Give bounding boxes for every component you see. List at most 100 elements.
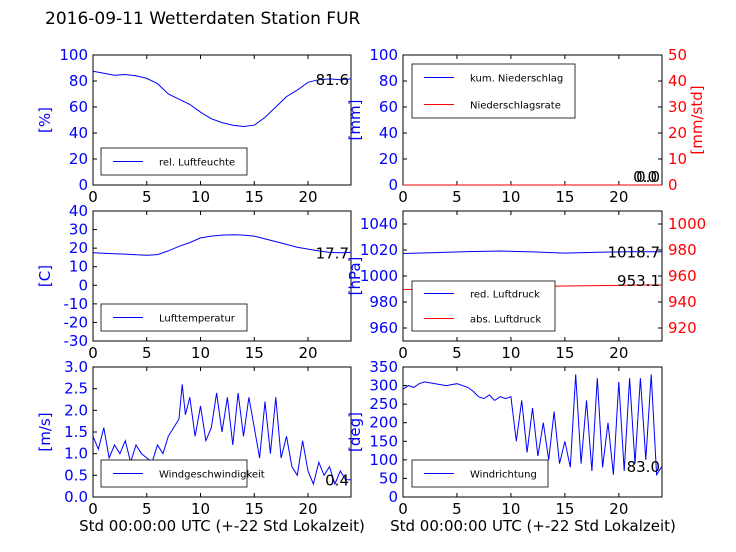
y-tick-label: 100 bbox=[369, 46, 398, 64]
x-tick-label: 20 bbox=[298, 500, 317, 518]
y-tick-label: 200 bbox=[369, 414, 398, 432]
y-axis-label: [deg] bbox=[346, 412, 364, 452]
chart-panel-temperature: 0 5 10 15 20-30-20-10010203040[C]17.7Lufttem… bbox=[36, 202, 351, 362]
series-line-rel-luftfeuchte bbox=[93, 71, 351, 126]
y-tick-label: -20 bbox=[64, 313, 89, 331]
chart-panel-precipitation: 0 5 10 15 20 0 20 40 60 80 100 0 10 20 30 40 50 [mm] [mm/s… bbox=[346, 46, 706, 206]
y-right-tick-label: 40 bbox=[668, 72, 687, 90]
y-tick-label: 350 bbox=[369, 358, 398, 376]
y-tick-label: 20 bbox=[69, 239, 88, 257]
y-tick-label: 100 bbox=[59, 46, 88, 64]
y-right-tick-label: 50 bbox=[668, 46, 687, 64]
y-tick-label: 0 bbox=[388, 488, 398, 506]
legend-label: abs. Luftdruck bbox=[470, 315, 541, 326]
last-value-label-2: 0.0 bbox=[633, 168, 657, 186]
y-tick-label: 980 bbox=[369, 293, 398, 311]
y-right-tick-label: 1000 bbox=[668, 215, 706, 233]
legend: rel. Luftfeuchte bbox=[101, 148, 247, 175]
legend: Windrichtung bbox=[412, 460, 548, 487]
y-tick-label: 3.0 bbox=[64, 358, 88, 376]
y-right-tick-label: 30 bbox=[668, 98, 687, 116]
y-tick-label: 1000 bbox=[360, 267, 398, 285]
legend: red. Luftdruck abs. Luftdruck bbox=[412, 281, 555, 331]
y-tick-label: 1.0 bbox=[64, 445, 88, 463]
y-axis-label: [mm] bbox=[346, 100, 364, 141]
y-tick-label: 2.0 bbox=[64, 401, 88, 419]
y-tick-label: 40 bbox=[69, 202, 88, 220]
x-tick-label: 20 bbox=[609, 500, 628, 518]
y-tick-label: 40 bbox=[379, 124, 398, 142]
x-tick-label: 10 bbox=[501, 344, 520, 362]
legend-label: rel. Luftfeuchte bbox=[159, 158, 235, 169]
last-value-label: 81.6 bbox=[316, 71, 349, 89]
y-axis-label: [hPa] bbox=[346, 257, 364, 296]
y-right-tick-label: 980 bbox=[668, 241, 697, 259]
y-tick-label: -10 bbox=[64, 295, 89, 313]
legend-label: Lufttemperatur bbox=[159, 314, 236, 325]
x-tick-label: 5 bbox=[452, 344, 462, 362]
y-tick-label: 250 bbox=[369, 395, 398, 413]
y-tick-label: 0 bbox=[388, 176, 398, 194]
last-value-label: 17.7 bbox=[316, 244, 349, 262]
x-axis-label-right: Std 00:00:00 UTC (+-22 Std Lokalzeit) bbox=[390, 517, 676, 535]
y-tick-label: 10 bbox=[69, 258, 88, 276]
y-right-tick-label: 20 bbox=[668, 124, 687, 142]
y-tick-label: 2.5 bbox=[64, 380, 88, 398]
x-tick-label: 5 bbox=[142, 500, 152, 518]
y-right-tick-label: 0 bbox=[668, 176, 678, 194]
y-right-tick-label: 10 bbox=[668, 150, 687, 168]
x-tick-label: 5 bbox=[452, 500, 462, 518]
last-value-label: 0.4 bbox=[325, 472, 349, 490]
legend: Lufttemperatur bbox=[101, 304, 247, 331]
x-tick-label: 10 bbox=[501, 500, 520, 518]
y-right-tick-label: 920 bbox=[668, 319, 697, 337]
x-tick-label: 15 bbox=[555, 188, 574, 206]
chart-panel-humidity: 0 5 10 15 20020406080100[%]81.6rel. Luftfeuc… bbox=[36, 46, 351, 206]
chart-panel-wind_direction: 0 5 10 15 20050100150200250300350[deg]83.0Wi… bbox=[346, 358, 662, 518]
y-tick-label: 0 bbox=[78, 176, 88, 194]
legend-label: red. Luftdruck bbox=[470, 290, 540, 301]
y-tick-label: 80 bbox=[69, 72, 88, 90]
y-tick-label: 1040 bbox=[360, 215, 398, 233]
x-tick-label: 10 bbox=[191, 500, 210, 518]
y-tick-label: 20 bbox=[69, 150, 88, 168]
x-tick-label: 15 bbox=[555, 500, 574, 518]
x-tick-label: 5 bbox=[452, 188, 462, 206]
y-right-axis-label: [mm/std] bbox=[688, 85, 706, 154]
y-tick-label: 960 bbox=[369, 319, 398, 337]
y-tick-label: 0.0 bbox=[64, 488, 88, 506]
x-tick-label: 15 bbox=[245, 188, 264, 206]
y-tick-label: 0 bbox=[78, 276, 88, 294]
y-axis-label: [%] bbox=[36, 107, 54, 133]
x-tick-label: 0 bbox=[88, 188, 98, 206]
x-tick-label: 15 bbox=[555, 344, 574, 362]
x-tick-label: 0 bbox=[88, 500, 98, 518]
y-tick-label: 0.5 bbox=[64, 466, 88, 484]
x-tick-label: 20 bbox=[298, 188, 317, 206]
y-tick-label: -30 bbox=[64, 332, 89, 350]
y-tick-label: 50 bbox=[379, 469, 398, 487]
y-tick-label: 1020 bbox=[360, 241, 398, 259]
x-tick-label: 10 bbox=[501, 188, 520, 206]
legend: kum. NiederschlagNiederschlagsrate bbox=[412, 64, 575, 118]
y-tick-label: 80 bbox=[379, 72, 398, 90]
y-tick-label: 60 bbox=[379, 98, 398, 116]
x-tick-label: 20 bbox=[298, 344, 317, 362]
y-axis-label: [C] bbox=[36, 265, 54, 287]
y-tick-label: 300 bbox=[369, 377, 398, 395]
y-tick-label: 60 bbox=[69, 98, 88, 116]
x-tick-label: 0 bbox=[398, 500, 408, 518]
x-axis-label-left: Std 00:00:00 UTC (+-22 Std Lokalzeit) bbox=[79, 517, 365, 535]
x-tick-label: 5 bbox=[142, 344, 152, 362]
last-value-label: 1018.7 bbox=[608, 244, 661, 262]
x-tick-label: 10 bbox=[191, 188, 210, 206]
legend-label: kum. Niederschlag bbox=[470, 74, 563, 85]
y-tick-label: 30 bbox=[69, 221, 88, 239]
y-axis-label: [m/s] bbox=[36, 412, 54, 451]
legend-label: Windgeschwindigkeit bbox=[159, 470, 265, 481]
x-tick-label: 15 bbox=[245, 344, 264, 362]
y-right-tick-label: 960 bbox=[668, 267, 697, 285]
chart-panel-wind_speed: 0 5 10 15 20 0.0 0.5 1.0 1.5 2.0 2.5 3.0 [m/s] 0.4 Win… bbox=[36, 358, 351, 518]
y-tick-label: 100 bbox=[369, 451, 398, 469]
x-tick-label: 0 bbox=[398, 344, 408, 362]
